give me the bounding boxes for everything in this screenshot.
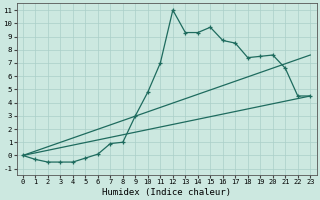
X-axis label: Humidex (Indice chaleur): Humidex (Indice chaleur) <box>102 188 231 197</box>
